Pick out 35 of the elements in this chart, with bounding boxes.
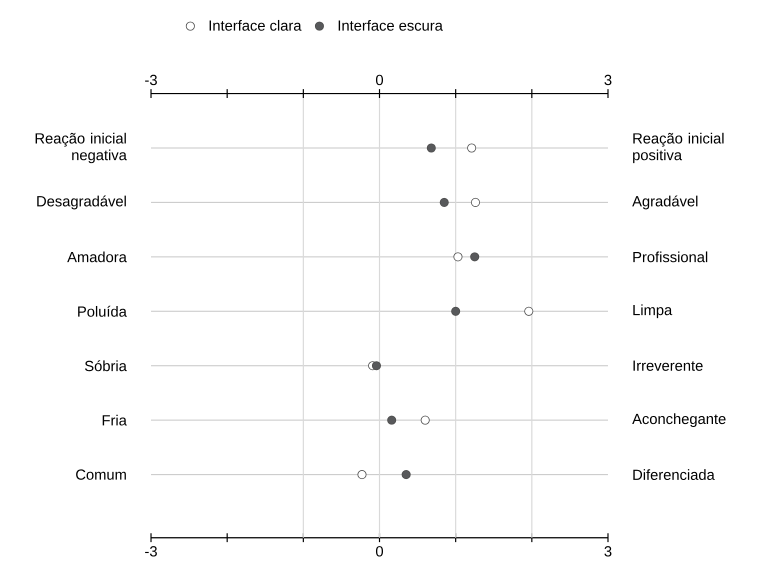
- point: [372, 361, 381, 370]
- point: [470, 252, 480, 262]
- y-tick-label: Comum: [76, 469, 126, 480]
- y2-tick-label: Diferenciada: [633, 469, 715, 480]
- y2-tick-label: Limpa: [633, 304, 672, 318]
- legend-label: Interface clara: [210, 20, 302, 31]
- y2-tick-label: Agradável: [632, 195, 698, 210]
- y-tick-label: Poluída: [78, 306, 127, 317]
- point: [402, 470, 411, 479]
- x2-tick-label: -3: [145, 74, 157, 86]
- point: [451, 306, 460, 316]
- y2-tick-label: Profissional: [633, 251, 708, 262]
- x2-tick-label: 0: [376, 74, 384, 86]
- point: [420, 415, 430, 425]
- point: [470, 198, 480, 207]
- y-tick-label: Reação inicial negativa: [36, 132, 127, 164]
- point: [440, 198, 449, 207]
- y-tick-label: Desagradável: [37, 195, 126, 210]
- x2-tick-label: 3: [604, 74, 612, 86]
- y-tick-label: Amadora: [67, 251, 127, 262]
- x-tick-label: 0: [376, 546, 384, 556]
- point: [467, 143, 476, 152]
- legend-label: Interface escura: [338, 20, 443, 31]
- y2-tick-label: Reação inicial positiva: [633, 132, 724, 164]
- point: [357, 470, 367, 479]
- x-tick-label: -3: [145, 546, 157, 556]
- point: [426, 143, 436, 152]
- y2-tick-label: Irreverente: [633, 360, 703, 371]
- x-tick-label: 3: [604, 546, 612, 556]
- point: [387, 415, 396, 425]
- y-tick-label: Sóbria: [84, 360, 127, 372]
- y2-tick-label: Aconchegante: [632, 413, 726, 427]
- point: [453, 252, 462, 262]
- y-tick-label: Fria: [102, 414, 127, 426]
- point: [524, 306, 534, 316]
